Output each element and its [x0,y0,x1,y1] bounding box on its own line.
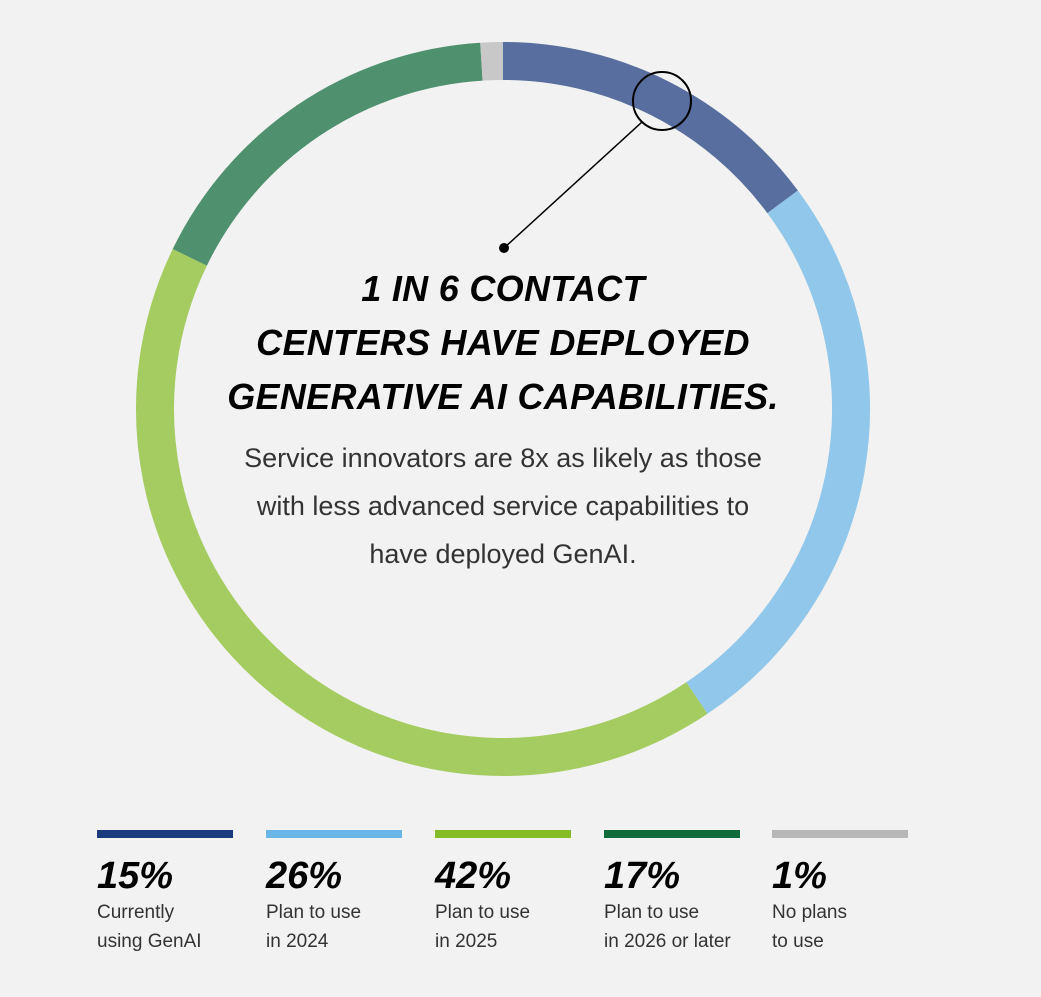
legend-item: 26% Plan to use in 2024 [266,830,426,956]
legend-swatch [604,830,740,838]
donut-segment [136,249,708,776]
value-label: 17% [604,855,681,897]
legend-label: Plan to use in 2026 or later [604,902,731,952]
legend-label: Currently using GenAI [97,902,202,952]
legend-item: 1% No plans to use [772,830,932,956]
legend-item: 15% Currently using GenAI [97,830,257,956]
donut-segment [502,42,798,214]
callout-circle [632,71,692,131]
donut-segment [480,42,504,81]
value-label: 26% [266,855,343,897]
legend-swatch [97,830,233,838]
legend-item: 42% Plan to use in 2025 [435,830,595,956]
headline: 1 IN 6 CONTACT CENTERS HAVE DEPLOYED GEN… [227,268,779,417]
value-label: 42% [435,855,512,897]
donut-segment [172,42,483,266]
legend-swatch [435,830,571,838]
legend-label: Plan to use in 2025 [435,902,531,952]
callout-line [503,121,643,249]
subtitle: Service innovators are 8x as likely as t… [244,443,762,569]
value-label: 1% [772,855,827,897]
donut-ring [136,42,870,776]
value-label: 15% [97,855,174,897]
legend-swatch [772,830,908,838]
legend-swatch [266,830,402,838]
legend-label: No plans to use [772,902,847,952]
donut-segment [686,190,870,714]
legend-item: 17% Plan to use in 2026 or later [604,830,764,956]
legend-label: Plan to use in 2024 [266,902,362,952]
callout-dot [499,243,509,253]
